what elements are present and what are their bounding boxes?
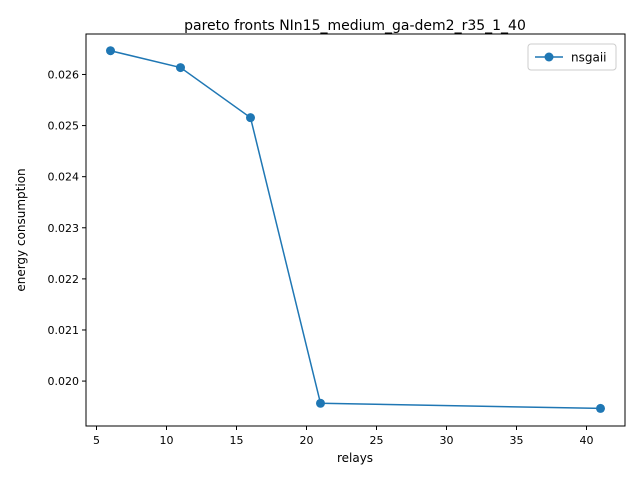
legend-box [527, 43, 617, 71]
legend: nsgaii [527, 43, 617, 71]
x-axis-label: relays [337, 451, 373, 465]
y-tick-label: 0.025 [48, 120, 80, 133]
y-tick-label: 0.023 [48, 222, 80, 235]
y-tick-label: 0.026 [48, 68, 80, 81]
series-layer [106, 46, 605, 413]
chart-title: pareto fronts NIn15_medium_ga-dem2_r35_1… [184, 18, 526, 34]
y-tick-label: 0.021 [48, 324, 80, 337]
y-tick-label: 0.024 [48, 171, 80, 184]
y-axis-ticks: 0.020 0.021 0.022 0.023 0.024 0.025 0.026 [48, 68, 86, 388]
data-point [596, 403, 605, 413]
x-tick-label: 25 [370, 434, 384, 447]
x-tick-label: 40 [580, 434, 594, 447]
x-tick-label: 20 [300, 434, 314, 447]
data-point [106, 46, 115, 56]
legend-label-nsgaii: nsgaii [571, 51, 607, 65]
y-tick-label: 0.020 [48, 375, 80, 388]
x-tick-label: 15 [230, 434, 244, 447]
x-tick-label: 5 [93, 434, 100, 447]
x-axis-ticks: 5 10 15 20 25 30 35 40 [93, 426, 594, 447]
y-tick-label: 0.022 [48, 273, 80, 286]
x-tick-label: 30 [440, 434, 454, 447]
plot-frame [85, 33, 626, 427]
data-point [176, 63, 185, 73]
x-tick-label: 35 [510, 434, 524, 447]
y-axis-label: energy consumption [14, 168, 28, 291]
x-tick-label: 10 [160, 434, 174, 447]
data-point [316, 398, 325, 408]
legend-marker-sample [544, 52, 554, 62]
data-point [246, 113, 255, 123]
